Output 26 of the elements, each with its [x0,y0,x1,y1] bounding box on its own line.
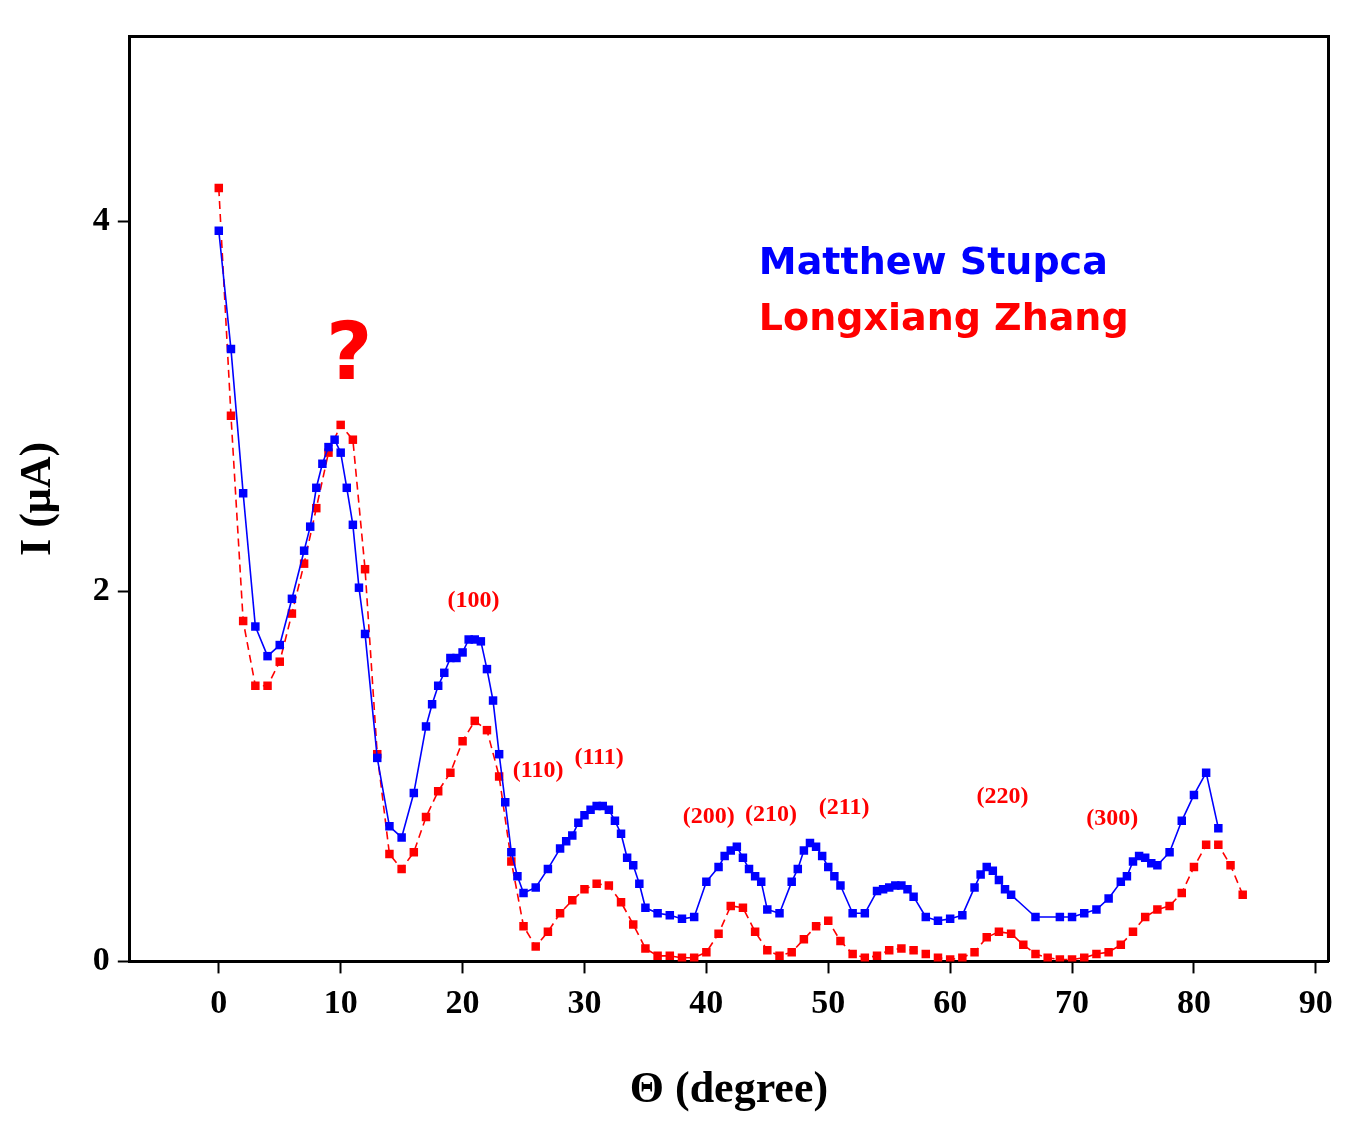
x-tick-label: 40 [689,982,724,1020]
annotation: (210) [744,800,797,827]
annotation: (211) [818,793,870,820]
x-tick-label: 50 [811,982,846,1020]
annotation: (111) [574,743,624,770]
y-tick-label: 4 [92,200,110,238]
x-tick-label: 20 [445,982,480,1020]
y-axis-title: I (μA) [10,441,60,556]
x-axis-title: Θ (degree) [629,1062,829,1112]
annotation: (300) [1086,804,1139,831]
y-tick-label: 2 [92,570,110,608]
x-tick-label: 30 [567,982,602,1020]
text: Longxiang Zhang [758,295,1129,340]
x-tick-label: 90 [1298,982,1333,1020]
y-tick-label: 0 [92,940,110,978]
x-tick-label: 80 [1176,982,1211,1020]
annotation: (220) [976,781,1029,808]
annotation: (100) [447,585,500,612]
x-tick-label: 60 [933,982,968,1020]
x-tick-label: 70 [1055,982,1090,1020]
x-tick-label: 10 [323,982,358,1020]
x-tick-label: 0 [210,982,228,1020]
annotation: ? [326,305,373,399]
text: Matthew Stupca [758,239,1108,284]
annotation: (200) [682,802,735,829]
annotation: (110) [512,756,564,783]
